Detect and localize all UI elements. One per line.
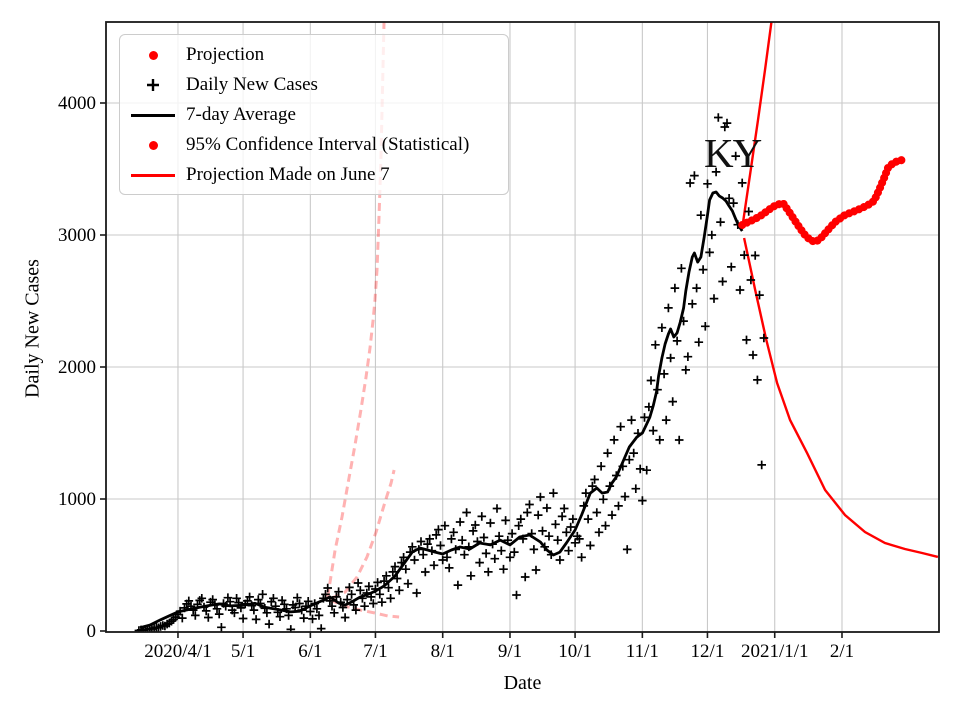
ci-upper-dashed xyxy=(326,22,386,598)
plot-area xyxy=(106,22,939,632)
x-tick-label: 11/1 xyxy=(626,641,659,662)
x-tick-label: 12/1 xyxy=(691,641,725,662)
red-line-icon xyxy=(120,173,186,177)
legend-label: Projection xyxy=(186,44,265,65)
legend-item-june7-projection: Projection Made on June 7 xyxy=(120,160,508,190)
legend-item-7day-average: 7-day Average xyxy=(120,100,508,130)
x-tick-label: 2020/4/1 xyxy=(144,641,212,662)
legend-label: 7-day Average xyxy=(186,104,296,125)
y-tick-label: 3000 xyxy=(58,225,96,246)
x-tick-label: 9/1 xyxy=(498,641,522,662)
plus-marker-icon xyxy=(120,77,186,93)
legend-item-projection: Projection xyxy=(120,40,508,70)
y-tick-label: 2000 xyxy=(58,357,96,378)
gridlines xyxy=(106,22,939,632)
x-tick-label: 2/1 xyxy=(830,641,854,662)
plot-border xyxy=(105,21,940,633)
axis-ticks xyxy=(100,102,843,638)
x-tick-label: 10/1 xyxy=(558,641,592,662)
daily-cases-scatter xyxy=(134,113,769,632)
june7-projection-rising-line xyxy=(741,22,773,229)
seven-day-average-line xyxy=(139,190,744,630)
legend-box: Projection Daily New Cases 7-day Average… xyxy=(119,34,509,195)
projection-dot-icon xyxy=(120,50,186,60)
state-annotation: KY xyxy=(704,130,762,176)
tick-labels: 2020/4/1 5/1 6/1 7/1 8/1 9/1 10/1 11/1 12/1 2021/… xyxy=(58,93,854,662)
x-tick-label: 8/1 xyxy=(431,641,455,662)
y-tick-label: 0 xyxy=(87,621,97,642)
x-tick-label: 5/1 xyxy=(231,641,255,662)
june7-projection-falling-line xyxy=(742,237,939,559)
y-tick-label: 4000 xyxy=(58,93,96,114)
x-tick-label: 2021/1/1 xyxy=(741,641,809,662)
legend-label: 95% Confidence Interval (Statistical) xyxy=(186,134,470,155)
current-projection-dotted-line xyxy=(738,156,907,246)
legend-label: Projection Made on June 7 xyxy=(186,164,390,185)
ci-dot-icon xyxy=(120,140,186,150)
x-axis-title: Date xyxy=(503,672,542,694)
black-line-icon xyxy=(120,113,186,117)
ci-mid-dashed xyxy=(331,469,396,600)
legend-item-daily-cases: Daily New Cases xyxy=(120,70,508,100)
x-tick-label: 6/1 xyxy=(298,641,322,662)
legend-label: Daily New Cases xyxy=(186,74,318,95)
y-axis-title: Daily New Cases xyxy=(21,259,44,398)
legend-item-confidence-interval: 95% Confidence Interval (Statistical) xyxy=(120,130,508,160)
y-tick-label: 1000 xyxy=(58,489,96,510)
x-tick-label: 7/1 xyxy=(363,641,387,662)
